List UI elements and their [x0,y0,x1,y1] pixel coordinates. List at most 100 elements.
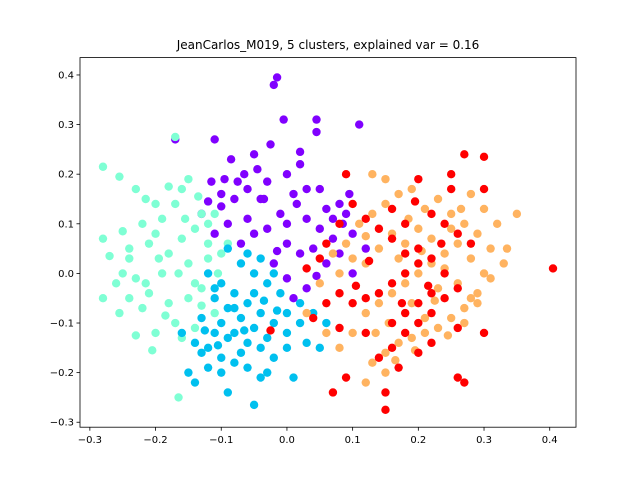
data-point [387,234,397,243]
data-point [453,239,462,248]
data-point [138,303,147,313]
data-point [236,313,246,323]
data-point [157,269,167,278]
data-point [223,219,233,228]
data-point [269,269,278,278]
data-point [197,301,206,310]
data-point [243,214,252,224]
data-point [200,326,210,335]
data-point [420,204,430,214]
data-point [157,214,167,224]
data-point [203,254,213,263]
data-point [289,294,298,303]
x-tick-label: −0.2 [143,435,167,446]
data-point [269,318,278,328]
data-point [400,239,410,248]
data-point [414,298,423,308]
data-point [302,284,311,293]
data-point [289,189,298,199]
data-point [177,184,187,194]
data-point [348,229,357,238]
data-point [414,259,423,268]
data-point [335,219,344,228]
data-point [171,132,180,142]
data-point [368,358,377,367]
data-point [414,224,423,233]
data-point [263,279,272,288]
data-point [164,249,173,258]
data-point [466,189,476,199]
data-point [263,177,272,186]
data-point [203,269,213,278]
data-point [295,318,305,328]
data-point [407,298,416,308]
data-point [210,135,219,144]
data-point [197,209,206,219]
data-point [381,174,390,184]
data-point [269,353,278,362]
data-point [256,254,265,263]
data-point [118,269,127,278]
points-layer [98,73,558,415]
data-point [335,249,344,258]
data-point [249,289,259,298]
data-point [361,308,370,318]
data-point [473,289,482,298]
data-point [414,244,423,253]
data-point [420,328,430,338]
data-point [190,378,200,387]
data-point [341,209,351,219]
data-point [361,232,370,241]
data-point [387,318,397,328]
data-point [309,313,318,323]
data-point [394,363,403,372]
data-point [460,318,469,328]
data-point [387,204,397,214]
data-point [269,259,278,268]
data-point [433,323,443,333]
data-point [197,284,206,293]
data-point [433,194,443,204]
data-point [230,328,239,338]
data-point [243,338,252,348]
data-point [276,209,285,219]
data-point [466,294,476,303]
data-point [456,204,466,214]
data-point [171,318,180,328]
data-point [499,259,508,268]
data-point [295,249,305,258]
data-point [184,259,193,268]
data-point [348,328,357,338]
data-point [203,343,213,353]
data-point [279,115,288,124]
data-point [125,244,134,253]
data-point [335,199,344,209]
data-point [295,298,305,308]
data-point [446,313,456,323]
data-point [387,279,397,288]
data-point [190,224,200,233]
data-point [243,363,252,372]
data-point [315,279,324,288]
data-point [289,373,298,382]
data-point [256,308,265,318]
y-tick-label: 0.3 [58,120,74,131]
data-point [240,169,249,179]
data-point [460,150,469,159]
data-point [190,338,200,348]
x-axis: −0.3 −0.2 −0.1 0.0 0.1 0.2 0.3 0.4 [78,427,558,446]
data-point [322,318,331,328]
data-point [400,269,410,278]
data-point [394,254,403,263]
data-point [177,234,187,243]
data-point [328,214,338,224]
data-point [397,298,407,308]
data-point [374,289,384,298]
data-point [361,378,370,387]
y-axis: −0.3 −0.2 −0.1 0.0 0.1 0.2 0.3 0.4 [50,70,80,429]
data-point [282,328,292,338]
data-point [414,174,423,184]
data-point [460,378,469,387]
data-point [315,184,324,194]
